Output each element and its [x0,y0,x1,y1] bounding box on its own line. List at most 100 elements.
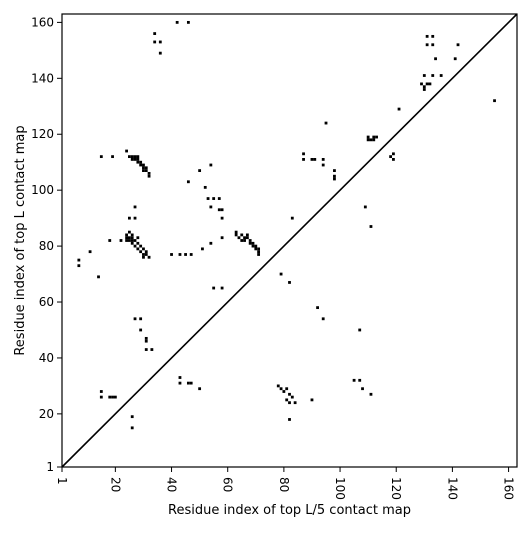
contact-point [369,392,373,396]
contact-point [422,88,426,91]
contact-point [333,169,336,172]
contact-point [111,395,114,399]
contact-point [119,239,123,242]
contact-point [201,247,204,251]
contact-point [147,255,151,259]
x-tick-label: 100 [333,477,347,500]
contact-point [144,169,148,172]
contact-point [352,378,356,382]
x-tick-label: 20 [108,477,122,492]
contact-point [310,398,314,402]
contact-point [206,197,210,200]
contact-point [128,230,131,234]
contact-point [186,20,190,24]
contact-point [420,82,423,86]
contact-point [220,208,224,212]
contact-point [139,317,143,321]
contact-point [493,99,496,103]
contact-point [333,174,336,178]
contact-point [158,40,162,44]
contact-point [108,395,112,399]
contact-point [136,158,140,161]
contact-point [136,241,140,245]
contact-point [456,43,460,47]
contact-point [130,233,134,237]
contact-point [361,387,364,391]
contact-point [392,152,395,156]
contact-point [99,395,103,399]
contact-point [321,317,325,321]
contact-point [88,250,92,254]
contact-point [133,155,137,159]
contact-point [431,34,435,38]
contact-point [234,233,238,237]
y-tick-label: 1 [46,460,54,474]
contact-point [358,328,362,332]
y-tick-label: 80 [39,239,54,253]
contact-point [139,328,143,332]
contact-point [425,43,429,47]
contact-point [142,247,145,251]
contact-point [282,390,286,393]
contact-point [453,57,457,61]
contact-point [142,169,145,172]
contact-point [147,171,151,175]
diagonal-layer [61,13,518,468]
contact-point [139,163,143,167]
y-tick-label: 60 [39,295,54,309]
contact-point [251,244,255,248]
y-tick-label: 20 [39,407,54,421]
contact-point [144,250,148,254]
contact-point [97,275,100,279]
y-tick-label: 160 [31,15,54,29]
contact-point [243,236,246,240]
contact-point [144,348,148,351]
contact-point [422,74,426,77]
contact-point [333,177,336,181]
contact-point [189,381,193,385]
diagonal-line [61,13,518,468]
contact-point [133,239,137,242]
contact-point [198,169,202,172]
contact-point [285,398,289,402]
contact-point [220,236,224,240]
contact-point [212,286,216,290]
contact-point [245,236,249,240]
contact-point [125,149,128,153]
contact-point [428,82,432,86]
contact-point [302,152,305,156]
contact-point [189,253,193,256]
contact-point [316,306,319,310]
y-tick-label: 40 [39,351,54,365]
contact-point [375,135,378,139]
x-tick-label: 60 [221,477,235,492]
contact-point [369,138,373,142]
contact-point [434,57,437,61]
contact-point [243,239,246,242]
contact-point [139,250,143,254]
contact-point [248,239,252,242]
contact-point [133,158,137,161]
points-layer [77,20,496,430]
contact-point [302,158,305,161]
y-tick-label: 120 [31,127,54,141]
contact-point [372,138,376,142]
y-axis-label: Residue index of top L contact map [13,125,28,355]
contact-point [237,236,241,240]
contact-point [170,253,173,256]
x-tick-label: 40 [165,477,179,492]
x-tick-label: 80 [277,477,291,492]
contact-point [150,348,154,351]
contact-point [130,241,134,245]
contact-point [431,43,435,47]
contact-point [389,155,393,159]
contact-point [366,138,370,142]
contact-point [133,205,137,209]
contact-point [125,236,128,240]
contact-point [130,415,134,419]
contact-point [313,158,317,161]
contact-point [153,40,157,44]
contact-point [142,253,145,256]
contact-point [257,247,261,251]
